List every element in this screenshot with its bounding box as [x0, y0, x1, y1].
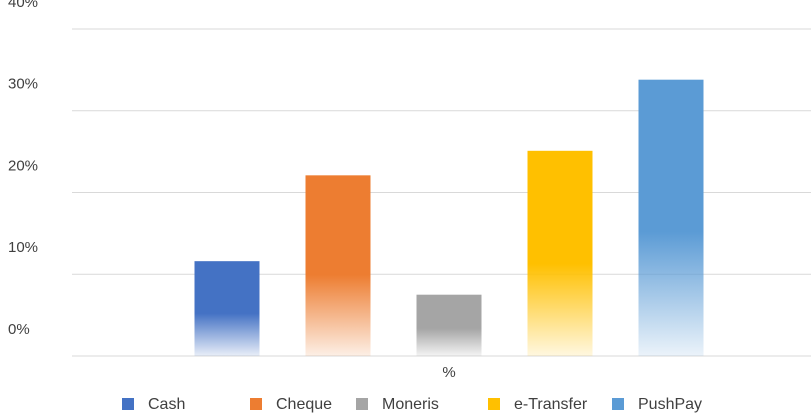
y-tick-label: 30%: [8, 76, 38, 93]
legend-label: Cheque: [276, 396, 332, 413]
legend-label: e-Transfer: [514, 396, 588, 413]
legend-swatch: [356, 398, 368, 410]
legend-label: Moneris: [382, 396, 439, 413]
legend-swatch: [122, 398, 134, 410]
legend-swatch: [488, 398, 500, 410]
bar: [416, 294, 482, 356]
legend-swatch: [250, 398, 262, 410]
y-tick-label: 10%: [8, 239, 38, 256]
bar: [194, 261, 260, 356]
bar: [527, 150, 593, 356]
y-tick-label: 20%: [8, 157, 38, 174]
legend-label: Cash: [148, 396, 185, 413]
bar: [305, 175, 371, 356]
x-tick-label: %: [442, 364, 455, 381]
legend-label: PushPay: [638, 396, 702, 413]
legend-swatch: [612, 398, 624, 410]
y-tick-label: 40%: [8, 0, 38, 11]
bar: [638, 79, 704, 356]
y-tick-label: 0%: [8, 321, 30, 338]
